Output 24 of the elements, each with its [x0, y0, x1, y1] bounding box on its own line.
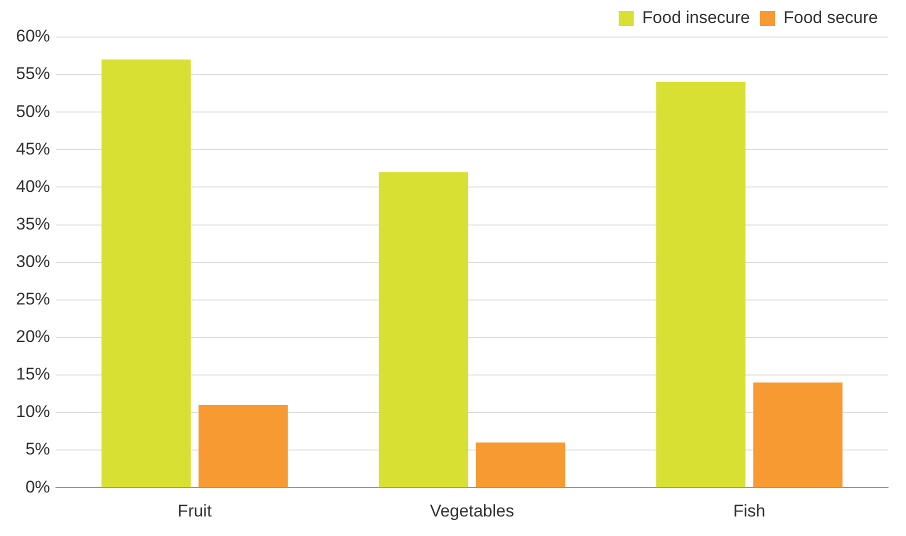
x-tick-label: Fish [733, 501, 766, 520]
y-tick-label: 35% [16, 214, 50, 234]
y-tick-label: 40% [16, 176, 50, 196]
bar [102, 60, 191, 488]
y-tick-label: 45% [16, 139, 50, 158]
y-tick-label: 30% [16, 252, 50, 271]
y-tick-label: 10% [16, 402, 50, 422]
legend-label: Food insecure [642, 8, 750, 28]
y-tick-label: 15% [16, 364, 50, 384]
bar [476, 442, 566, 488]
x-tick-label: Vegetables [430, 501, 514, 520]
bar [378, 172, 468, 488]
bar [656, 82, 746, 488]
legend-label: Food secure [784, 8, 878, 28]
x-tick-label: Fruit [178, 501, 212, 520]
y-tick-label: 50% [16, 102, 50, 121]
y-tick-label: 20% [16, 327, 50, 346]
bar [198, 404, 288, 488]
y-tick-label: 55% [16, 64, 50, 84]
y-tick-label: 60% [16, 26, 50, 46]
bar [753, 382, 843, 488]
y-tick-label: 5% [25, 440, 50, 459]
y-tick-label: 25% [16, 290, 50, 309]
y-tick-label: 0% [25, 477, 50, 496]
